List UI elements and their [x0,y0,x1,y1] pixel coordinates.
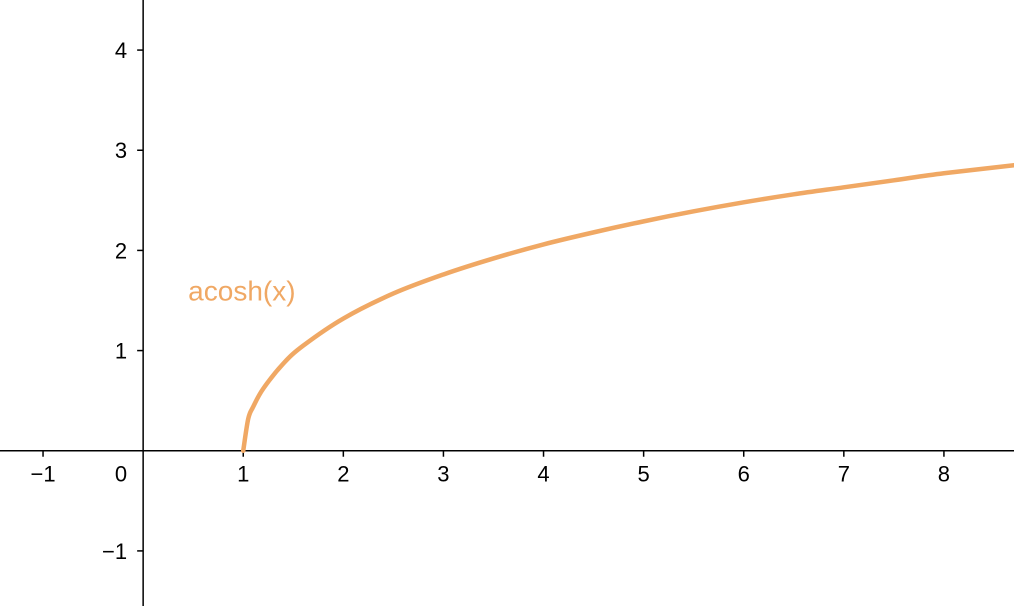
y-tick-label: 1 [115,339,127,364]
ticks: −1 1 2 3 4 5 6 7 8 −1 1 2 3 4 0 [30,38,950,564]
x-tick-label: −1 [30,462,55,487]
x-tick-label: 5 [638,462,650,487]
x-tick-label: 2 [337,462,349,487]
series-label-acosh: acosh(x) [188,275,295,306]
x-tick-label: 6 [738,462,750,487]
x-tick-label: 3 [437,462,449,487]
x-tick-label: 4 [537,462,549,487]
x-tick-label: 8 [938,462,950,487]
y-tick-label: −1 [102,539,127,564]
series-line-acosh [240,163,1014,453]
y-tick-label: 3 [115,138,127,163]
origin-label: 0 [115,462,127,487]
x-tick-label: 1 [237,462,249,487]
series-layer [240,163,1014,453]
y-tick-label: 4 [115,38,127,63]
y-tick-label: 2 [115,238,127,263]
x-tick-label: 7 [838,462,850,487]
